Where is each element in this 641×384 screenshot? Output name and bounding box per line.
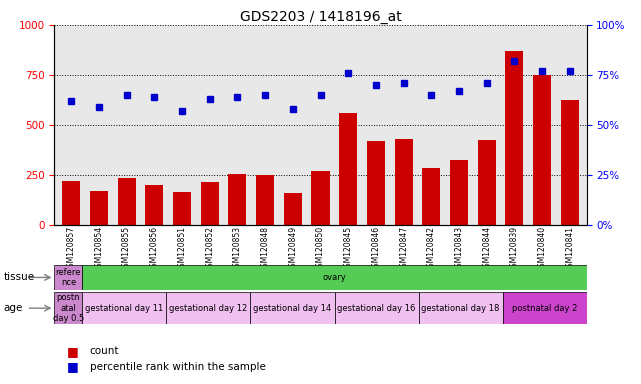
Text: gestational day 14: gestational day 14 <box>253 304 331 313</box>
Text: postnatal day 2: postnatal day 2 <box>512 304 577 313</box>
Bar <box>173 192 191 225</box>
Bar <box>284 193 302 225</box>
Text: percentile rank within the sample: percentile rank within the sample <box>90 362 265 372</box>
Bar <box>201 182 219 225</box>
Text: gestational day 12: gestational day 12 <box>169 304 247 313</box>
Bar <box>117 178 135 225</box>
Bar <box>335 292 419 324</box>
Bar <box>422 168 440 225</box>
Text: ■: ■ <box>67 345 79 358</box>
Text: gestational day 18: gestational day 18 <box>421 304 500 313</box>
Bar <box>395 139 413 225</box>
Bar <box>83 292 167 324</box>
Bar <box>167 292 251 324</box>
Bar <box>419 292 503 324</box>
Bar <box>503 292 587 324</box>
Bar <box>54 265 83 290</box>
Bar <box>450 160 468 225</box>
Bar <box>54 292 83 324</box>
Text: postn
atal
day 0.5: postn atal day 0.5 <box>53 293 84 323</box>
Text: count: count <box>90 346 119 356</box>
Text: ovary: ovary <box>322 273 346 282</box>
Text: age: age <box>3 303 22 313</box>
Text: ■: ■ <box>67 360 79 373</box>
Text: gestational day 11: gestational day 11 <box>85 304 163 313</box>
Text: gestational day 16: gestational day 16 <box>337 304 416 313</box>
Bar <box>478 140 495 225</box>
Bar <box>367 141 385 225</box>
Bar <box>146 185 163 225</box>
Text: GDS2203 / 1418196_at: GDS2203 / 1418196_at <box>240 10 401 23</box>
Bar <box>256 175 274 225</box>
Bar <box>533 75 551 225</box>
Bar <box>339 113 357 225</box>
Bar <box>561 100 579 225</box>
Bar <box>312 171 329 225</box>
Bar <box>90 191 108 225</box>
Bar <box>251 292 335 324</box>
Bar <box>62 181 80 225</box>
Text: refere
nce: refere nce <box>56 268 81 287</box>
Bar <box>228 174 246 225</box>
Bar <box>506 51 524 225</box>
Text: tissue: tissue <box>3 272 35 283</box>
